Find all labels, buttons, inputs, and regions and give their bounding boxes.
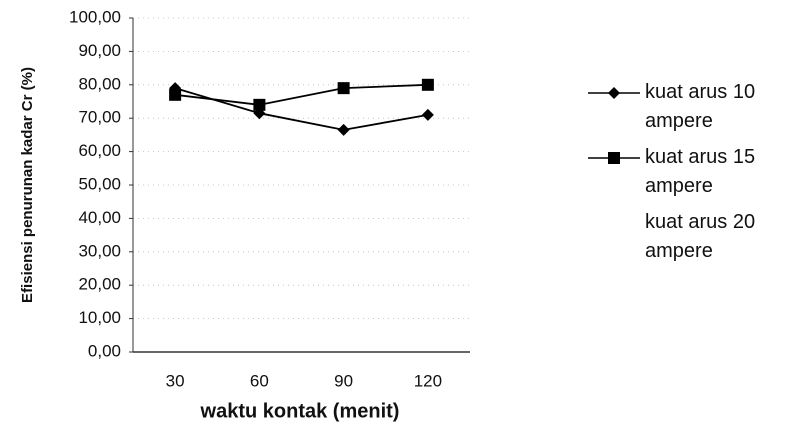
data-point bbox=[169, 88, 182, 101]
y-tick-label: 40,00 bbox=[78, 208, 121, 227]
y-tick-label: 50,00 bbox=[78, 174, 121, 193]
legend-label: kuat arus 20 ampere bbox=[645, 211, 756, 262]
x-tick-label: 90 bbox=[334, 371, 353, 390]
y-tick-label: 90,00 bbox=[78, 41, 121, 60]
x-axis-title: waktu kontak (menit) bbox=[200, 400, 400, 422]
y-tick-label: 20,00 bbox=[78, 275, 121, 294]
x-tick-label: 30 bbox=[166, 371, 185, 390]
legend-marker bbox=[608, 87, 620, 99]
y-axis-title: Efisiensi penurunan kadar Cr (%) bbox=[19, 67, 36, 303]
y-tick-label: 0,00 bbox=[88, 341, 121, 360]
series-line bbox=[175, 83, 428, 106]
series-line bbox=[174, 87, 429, 131]
x-tick-label: 60 bbox=[250, 371, 269, 390]
legend-label: kuat arus 10 ampere bbox=[645, 81, 756, 132]
y-tick-label: 70,00 bbox=[78, 108, 121, 127]
data-point bbox=[421, 78, 434, 91]
data-point bbox=[253, 98, 266, 111]
y-tick-label: 30,00 bbox=[78, 241, 121, 260]
y-tick-label: 80,00 bbox=[78, 74, 121, 93]
x-tick-label: 120 bbox=[414, 371, 442, 390]
legend-marker bbox=[608, 152, 620, 164]
legend-label: kuat arus 15 ampere bbox=[645, 146, 756, 197]
y-tick-label: 60,00 bbox=[78, 141, 121, 160]
data-point bbox=[421, 108, 434, 121]
y-tick-label: 100,00 bbox=[69, 7, 121, 26]
data-point bbox=[337, 123, 350, 136]
data-point bbox=[337, 82, 350, 95]
y-tick-label: 10,00 bbox=[78, 308, 121, 327]
